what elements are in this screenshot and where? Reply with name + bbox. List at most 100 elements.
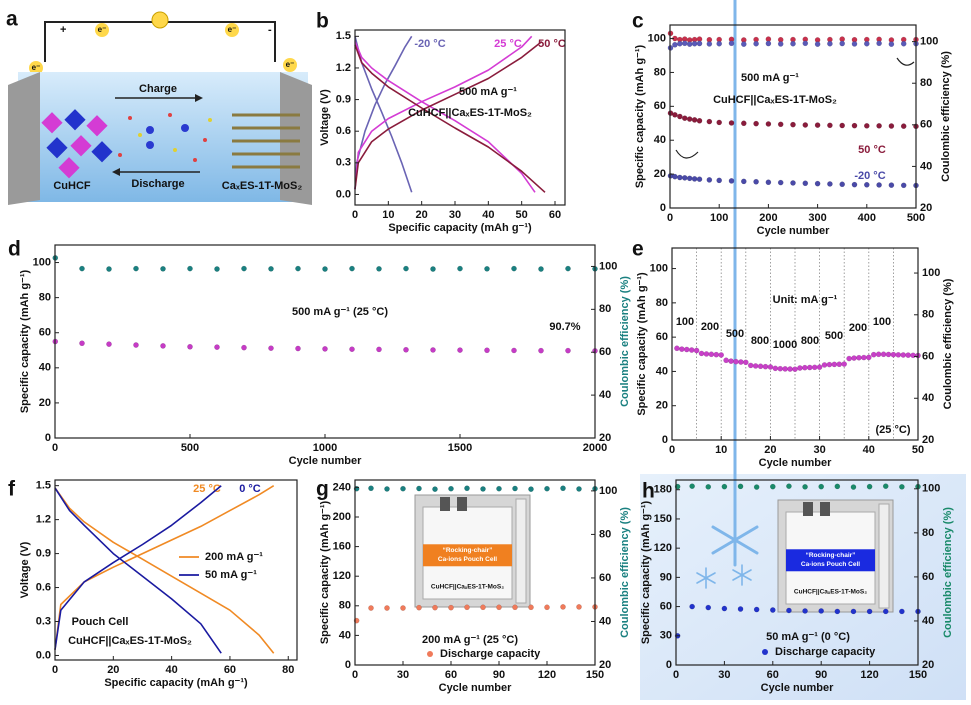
series-label: 50 °C xyxy=(538,38,566,50)
point xyxy=(863,181,870,188)
point xyxy=(457,265,463,272)
plus-sign: + xyxy=(60,24,66,36)
y-tick-label: 80 xyxy=(339,600,351,612)
plot-frame xyxy=(675,479,919,666)
y2-tick-label: 20 xyxy=(922,434,934,446)
y-tick-label: 80 xyxy=(39,292,51,304)
x-axis-label: Specific capacity (mAh g⁻¹) xyxy=(388,222,532,234)
point xyxy=(560,485,566,492)
point xyxy=(728,358,734,364)
x-tick-label: 30 xyxy=(397,669,409,681)
point xyxy=(693,347,700,354)
plot-frame xyxy=(354,479,596,666)
point xyxy=(814,41,821,47)
point xyxy=(565,265,571,272)
point xyxy=(834,483,841,490)
point xyxy=(268,265,274,272)
point xyxy=(133,265,139,272)
point xyxy=(846,355,852,362)
electron-label: e⁻ xyxy=(32,63,41,72)
point xyxy=(716,40,723,47)
y-tick-label: 200 xyxy=(333,511,351,523)
point xyxy=(841,361,848,367)
x-tick-label: 100 xyxy=(710,212,728,224)
point xyxy=(688,347,695,353)
x-tick-label: 10 xyxy=(715,444,727,456)
x-tick-label: 400 xyxy=(858,212,876,224)
point xyxy=(349,265,355,272)
y-tick-label: 40 xyxy=(654,134,666,146)
inset-subtitle: Ca-ions Pouch Cell xyxy=(801,561,860,568)
point xyxy=(676,113,683,120)
point xyxy=(900,40,907,47)
y-tick-label: 80 xyxy=(654,66,666,78)
point xyxy=(826,361,833,368)
point xyxy=(740,41,747,47)
y2-tick-label: 100 xyxy=(920,36,938,48)
point xyxy=(885,351,892,358)
arrow xyxy=(896,57,915,66)
point xyxy=(511,265,517,272)
electron-label: e⁻ xyxy=(228,25,237,34)
point xyxy=(737,606,744,612)
point xyxy=(765,121,772,127)
annotation: 800 xyxy=(751,335,769,347)
point xyxy=(905,352,912,358)
y-tick-label: 0.9 xyxy=(336,93,351,105)
point xyxy=(851,41,858,47)
x-tick-label: 0 xyxy=(52,664,58,676)
series-label: -20 °C xyxy=(854,170,885,182)
electrode xyxy=(8,72,40,205)
point xyxy=(786,483,792,490)
y2-tick-label: 80 xyxy=(599,303,611,315)
point xyxy=(698,350,705,357)
y-tick-label: 150 xyxy=(654,513,672,525)
point xyxy=(686,175,693,182)
point xyxy=(870,351,877,358)
point xyxy=(295,265,301,272)
x-tick-label: 30 xyxy=(718,669,730,681)
x-tick-label: 2000 xyxy=(583,442,607,454)
tab xyxy=(820,502,830,516)
point xyxy=(705,604,712,611)
x-tick-label: 50 xyxy=(516,209,528,221)
point xyxy=(831,361,838,368)
x-tick-label: 30 xyxy=(813,444,825,456)
point xyxy=(737,483,744,490)
point xyxy=(672,111,678,118)
panel-letter: c xyxy=(632,10,644,33)
y-tick-label: 1.5 xyxy=(36,480,51,492)
y2-tick-label: 60 xyxy=(599,346,611,358)
point xyxy=(464,485,470,492)
series-label: 50 °C xyxy=(858,144,886,156)
panel-letter: h xyxy=(642,480,655,503)
point xyxy=(728,120,735,126)
y-tick-label: 20 xyxy=(39,397,51,409)
point xyxy=(496,604,502,611)
point xyxy=(721,483,728,490)
x-tick-label: 20 xyxy=(107,664,119,676)
point xyxy=(691,176,698,182)
annotation: 200 xyxy=(849,322,867,334)
point xyxy=(827,181,833,187)
point xyxy=(728,178,735,184)
point xyxy=(839,40,846,47)
point xyxy=(740,178,747,185)
y2-tick-label: 100 xyxy=(599,260,617,272)
y2-tick-label: 60 xyxy=(922,350,934,362)
point xyxy=(544,485,550,492)
point xyxy=(742,359,749,366)
y2-tick-label: 20 xyxy=(920,202,932,214)
point xyxy=(814,180,821,187)
x-tick-label: 90 xyxy=(815,669,827,681)
annotation: 1000 xyxy=(773,339,797,351)
bulb xyxy=(151,11,169,29)
y-tick-label: 0.0 xyxy=(336,188,351,200)
y-tick-label: 100 xyxy=(648,32,666,44)
series-label: -20 °C xyxy=(414,38,445,50)
point xyxy=(512,604,518,611)
x-axis-label: Cycle number xyxy=(759,457,832,469)
x-tick-label: 40 xyxy=(482,209,494,221)
point xyxy=(689,603,695,610)
panel-letter: e xyxy=(632,238,644,261)
